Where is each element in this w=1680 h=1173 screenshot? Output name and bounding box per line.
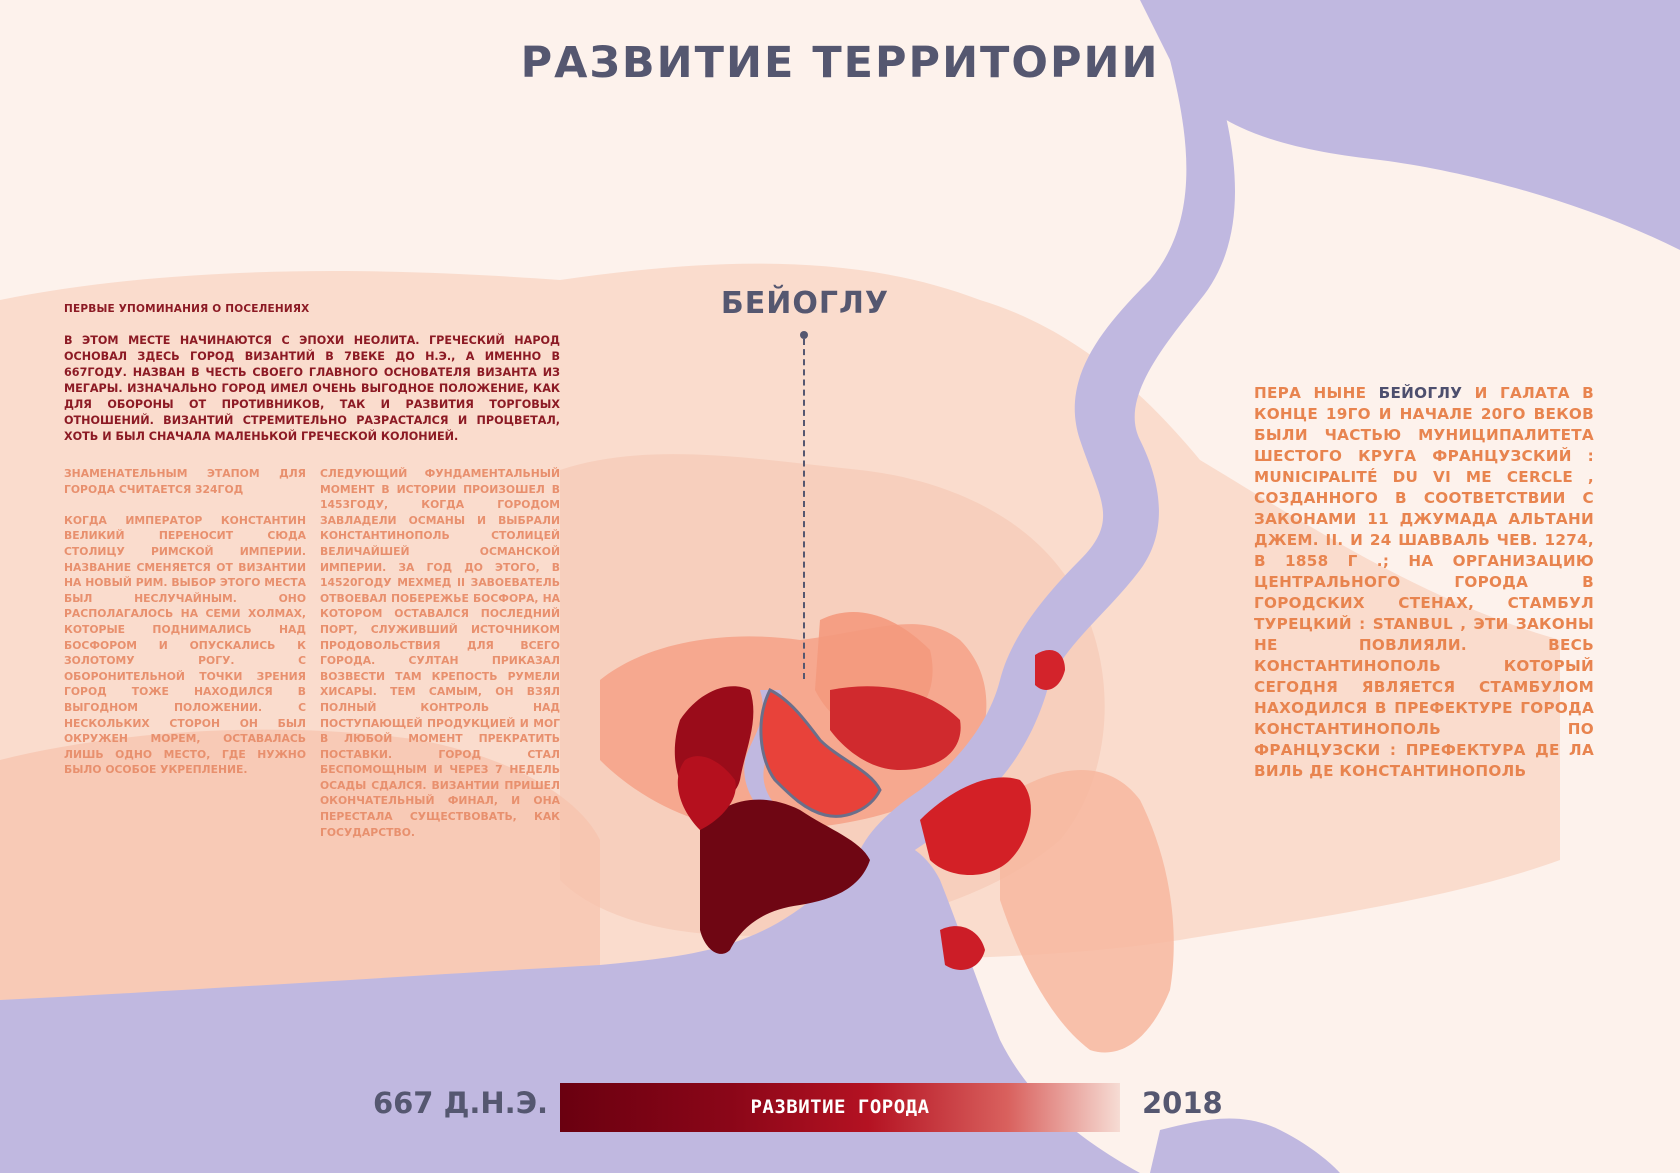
north-golden-horn-area [830, 686, 961, 770]
uskudar-area [920, 777, 1031, 875]
pera-text-before: Пера ныне [1254, 384, 1379, 402]
timeline-end-label: 2018 [1142, 1086, 1223, 1120]
kadikoy-area [940, 926, 985, 970]
history-col1-paragraph-1: Знаменательным этапом для города считает… [64, 467, 306, 496]
bosphorus-water [860, 60, 1235, 860]
timeline-gradient-bar: РАЗВИТИЕ ГОРОДА [560, 1083, 1120, 1132]
district-pointer-line [803, 339, 805, 679]
outer-development-region-3 [0, 729, 600, 1020]
black-sea-water [720, 0, 1680, 250]
pera-description: Пера ныне Бейоглу и Галата в конце 19го … [1254, 383, 1594, 782]
asian-side-outer-region [1000, 770, 1174, 1053]
history-col1-paragraph-2: Когда император Константин Великий перен… [64, 513, 306, 777]
historic-west-area [677, 756, 736, 830]
page-title: РАЗВИТИЕ ТЕРРИТОРИИ [520, 38, 1160, 88]
pera-text-highlight: Бейоглу [1378, 384, 1463, 402]
history-heading: Первые упоминания о поселениях [64, 303, 310, 315]
history-col2-paragraph-1: Следующий фундаментальный момент в истор… [320, 467, 560, 839]
timeline-bar-label: РАЗВИТИЕ ГОРОДА [750, 1096, 930, 1118]
history-intro-block: Первые упоминания о поселениях В этом ме… [64, 303, 560, 445]
history-column-2: Следующий фундаментальный момент в истор… [320, 466, 560, 856]
district-label-beyoglu: БЕЙОГЛУ [720, 286, 890, 321]
history-intro-text: В этом месте начинаются с эпохи неолита.… [64, 334, 560, 443]
timeline-start-label: 667 Д.Н.Э. [372, 1086, 548, 1120]
historic-peninsula-area [700, 799, 870, 954]
pera-text-after: и Галата в конце 19го и начале 20го веко… [1254, 384, 1594, 780]
history-column-1: Знаменательным этапом для города считает… [64, 466, 306, 793]
district-pointer-dot [800, 331, 808, 339]
beykoz-area [1035, 650, 1065, 690]
marmara-east-water [1150, 1118, 1340, 1173]
beyoglu-district-area [759, 687, 882, 818]
